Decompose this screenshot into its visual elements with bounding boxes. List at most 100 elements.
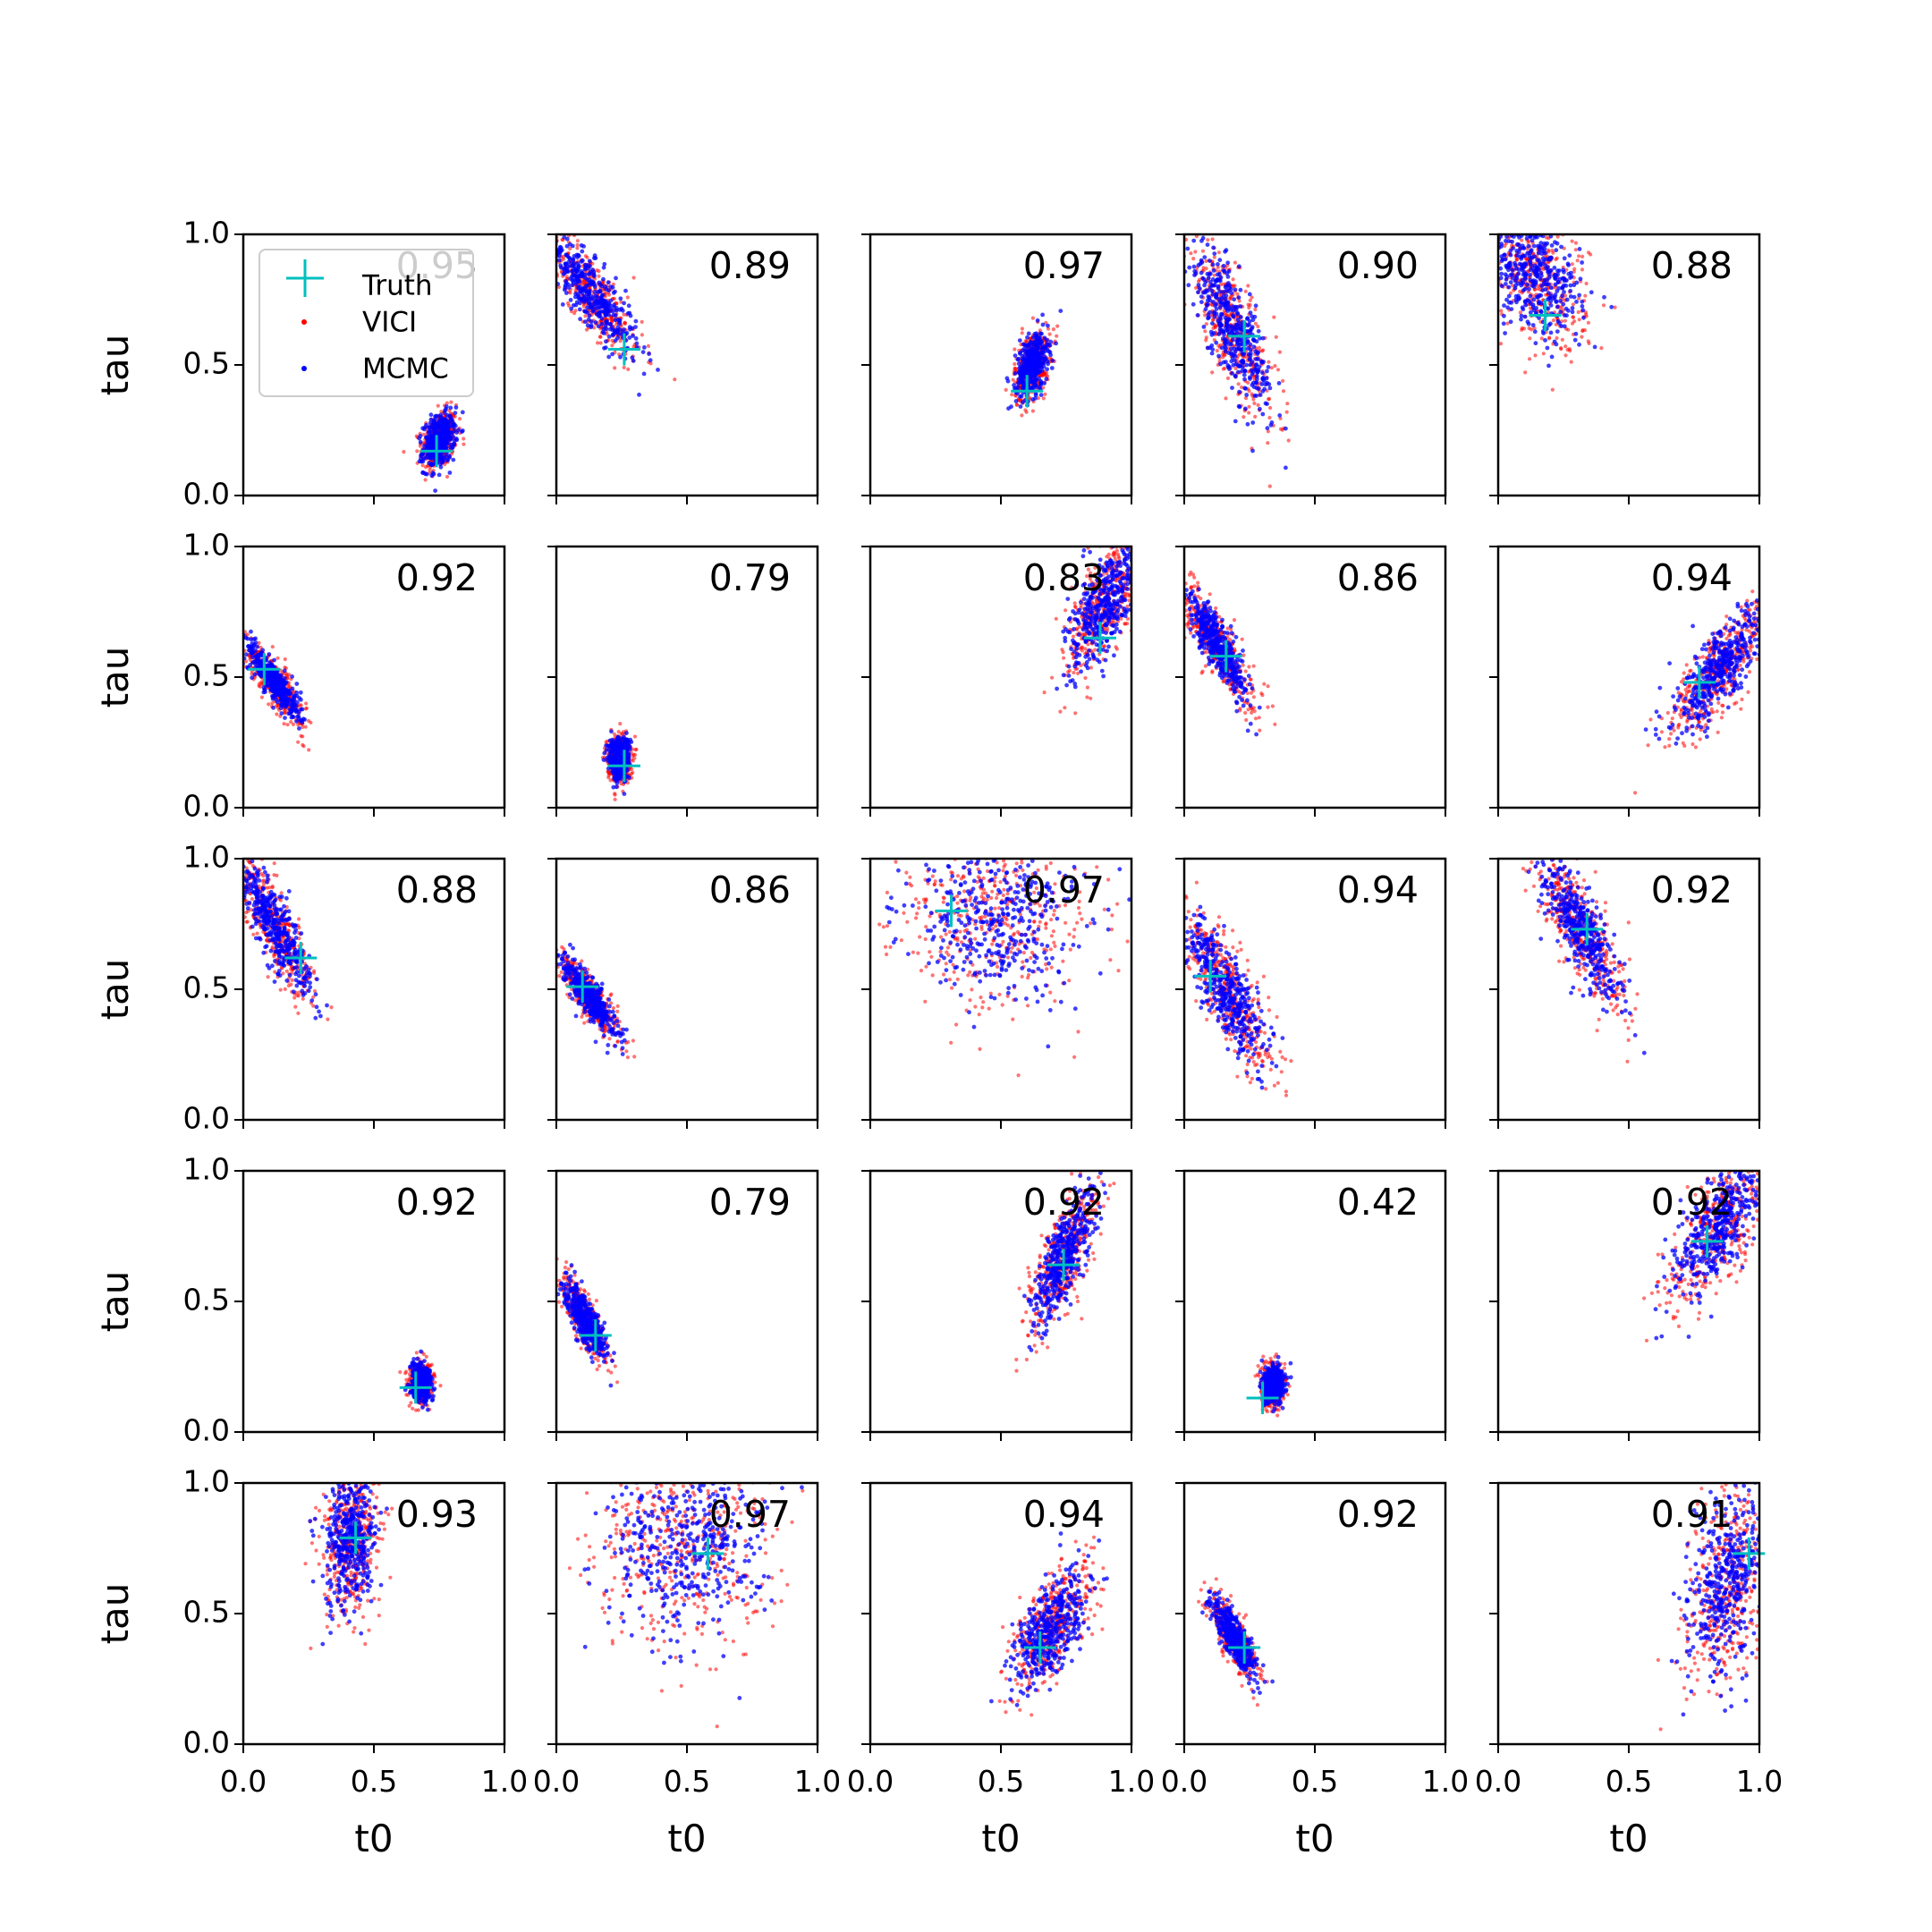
mcmc-sample-point [595, 294, 600, 300]
mcmc-sample-point [1260, 370, 1265, 376]
mcmc-sample-point [614, 275, 618, 281]
mcmc-sample-point [586, 317, 591, 322]
vici-sample-point [1545, 235, 1549, 240]
mcmc-sample-point [420, 470, 426, 476]
mcmc-sample-point [1031, 383, 1036, 388]
vici-sample-point [1243, 289, 1248, 293]
mcmc-sample-point [1529, 256, 1533, 260]
mcmc-sample-point [1038, 393, 1044, 397]
mcmc-sample-point [1250, 325, 1255, 329]
mcmc-sample-point [619, 332, 624, 337]
vici-sample-point [640, 333, 645, 337]
mcmc-sample-point [1042, 357, 1047, 362]
mcmc-sample-point [1504, 297, 1509, 302]
mcmc-sample-point [1546, 282, 1551, 287]
mcmc-sample-point [1032, 362, 1038, 368]
mcmc-sample-point [640, 350, 646, 354]
mcmc-sample-point [1256, 386, 1261, 392]
mcmc-sample-point [1199, 294, 1204, 299]
mcmc-sample-point [1247, 292, 1252, 297]
mcmc-sample-point [1536, 243, 1540, 249]
mcmc-sample-point [1549, 243, 1555, 248]
mcmc-sample-point [1514, 275, 1520, 281]
mcmc-sample-point [570, 283, 575, 288]
mcmc-sample-point [1255, 374, 1259, 379]
mcmc-sample-point [1013, 353, 1018, 358]
mcmc-sample-point [637, 392, 641, 397]
mcmc-sample-point [1516, 271, 1521, 276]
vici-sample-point [453, 414, 457, 419]
mcmc-sample-point [617, 318, 623, 323]
y-tick-label: 1.0 [183, 216, 230, 250]
mcmc-sample-point [1238, 315, 1243, 319]
mcmc-sample-point [1035, 358, 1040, 363]
mcmc-sample-point [1054, 341, 1058, 346]
mcmc-sample-point [1530, 323, 1536, 327]
mcmc-sample-point [1016, 361, 1021, 367]
mcmc-sample-point [1236, 369, 1241, 375]
mcmc-sample-point [1268, 422, 1274, 428]
mcmc-sample-point [1219, 301, 1224, 306]
mcmc-sample-point [1530, 238, 1535, 243]
y-tick-label: 0.0 [183, 477, 230, 512]
mcmc-sample-point [451, 457, 456, 462]
mcmc-sample-point [582, 319, 588, 325]
mcmc-sample-point [580, 288, 585, 292]
vici-sample-point [1267, 397, 1271, 402]
mcmc-sample-point [1560, 284, 1565, 290]
mcmc-sample-point [581, 300, 587, 304]
mcmc-sample-point [563, 261, 568, 267]
vici-sample-point [1253, 414, 1258, 419]
mcmc-sample-point [1032, 356, 1037, 361]
mcmc-sample-point [602, 261, 607, 267]
mcmc-sample-point [429, 456, 435, 462]
mcmc-sample-point [445, 412, 450, 418]
mcmc-sample-point [601, 276, 606, 282]
vici-sample-point [646, 343, 651, 348]
mcmc-sample-point [453, 405, 459, 410]
mcmc-sample-point [1017, 338, 1022, 343]
vici-sample-point [284, 673, 289, 677]
mcmc-sample-point [612, 302, 616, 308]
mcmc-sample-point [1514, 253, 1520, 258]
mcmc-sample-point [1566, 271, 1572, 276]
vici-sample-point [1055, 324, 1060, 328]
mcmc-sample-point [426, 455, 431, 460]
mcmc-sample-point [1241, 372, 1247, 377]
vici-sample-point [1247, 388, 1251, 394]
mcmc-sample-point [1531, 243, 1537, 249]
vici-sample-point [1236, 382, 1241, 386]
vici-sample-point [1041, 396, 1046, 401]
mcmc-sample-point [1038, 380, 1044, 386]
vici-sample-point [1045, 370, 1049, 376]
mcmc-sample-point [1558, 299, 1563, 303]
mcmc-sample-point [587, 290, 592, 295]
mcmc-sample-point [1257, 364, 1262, 369]
vici-sample-point [1569, 360, 1573, 364]
vici-sample-point [1216, 265, 1220, 269]
mcmc-sample-point [587, 258, 592, 264]
mcmc-sample-point [1217, 314, 1223, 319]
mcmc-sample-point [604, 319, 608, 324]
mcmc-sample-point [1580, 299, 1585, 304]
mcmc-sample-point [1564, 297, 1570, 302]
vici-sample-point [1533, 353, 1538, 358]
vici-sample-point [1235, 292, 1240, 296]
mcmc-sample-point [1233, 419, 1238, 424]
vici-sample-point [1278, 427, 1284, 431]
mcmc-sample-point [299, 707, 303, 712]
mcmc-sample-point [1509, 307, 1514, 311]
vici-sample-point [283, 665, 287, 670]
mcmc-sample-point [1256, 328, 1261, 334]
vici-sample-point [623, 320, 628, 325]
mcmc-sample-point [1284, 426, 1288, 431]
mcmc-sample-point [1037, 335, 1042, 341]
vici-sample-point [462, 436, 466, 441]
mcmc-sample-point [583, 289, 589, 293]
mcmc-sample-point [600, 329, 606, 335]
mcmc-sample-point [448, 405, 453, 411]
mcmc-sample-point [1256, 369, 1260, 374]
vici-sample-point [1284, 410, 1289, 414]
mcmc-sample-point [1217, 258, 1223, 263]
vici-sample-point [573, 309, 578, 313]
